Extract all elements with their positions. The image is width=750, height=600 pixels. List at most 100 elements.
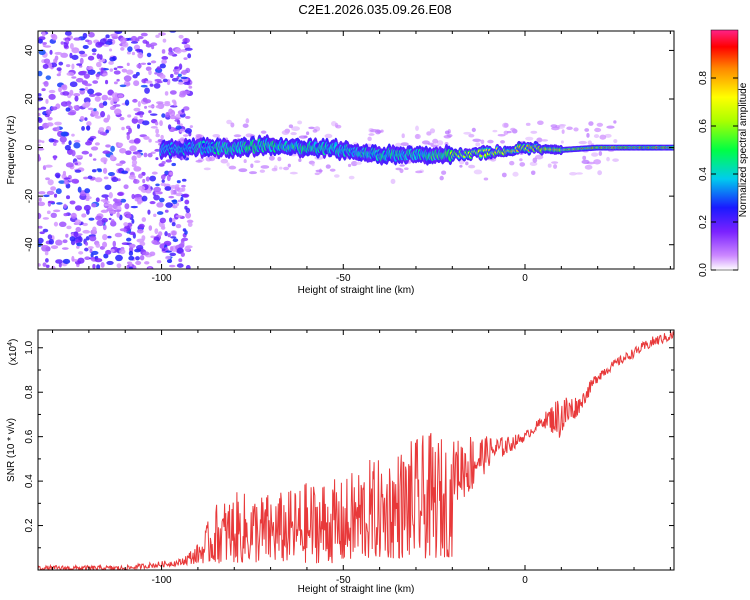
spectrogram-cell	[50, 212, 57, 219]
spectrogram-cell	[69, 236, 76, 242]
spectrogram-cell	[125, 167, 130, 172]
spectrogram-cell	[335, 124, 342, 129]
spectrogram-cell	[254, 160, 261, 163]
spectrogram-cell	[228, 165, 237, 170]
spectrogram-cell	[181, 186, 186, 192]
chart-title: C2E1.2026.035.09.26.E08	[298, 2, 452, 17]
colorbar-tick-label: 0.2	[698, 215, 709, 229]
spectrogram-cell	[128, 255, 135, 261]
spectrogram-cell	[46, 122, 54, 127]
spectrogram-cell	[124, 203, 130, 210]
spectrogram-cell	[153, 83, 161, 89]
spectrogram-cell	[102, 234, 108, 241]
spectrogram-cell	[84, 188, 91, 194]
spectrogram-cell	[38, 147, 45, 151]
spectrogram-cell	[71, 76, 77, 79]
spectrogram-cell	[150, 235, 155, 239]
spectrogram-cell	[163, 102, 171, 107]
spectrogram-cell	[64, 144, 71, 151]
spectrogram-cell	[155, 128, 160, 135]
spectrogram-cell	[109, 154, 115, 161]
spectrogram-cell	[105, 79, 109, 85]
spectrogram-cell	[430, 144, 439, 148]
spectrogram-cell	[502, 122, 509, 128]
spectrogram-cell	[584, 128, 590, 132]
spectrogram-cell	[130, 205, 138, 209]
snr-x-ticks: -100 -50 0	[52, 330, 671, 586]
spectrogram-cell	[82, 32, 88, 39]
spectrogram-cell	[104, 203, 110, 207]
spectrogram-cell	[91, 48, 97, 53]
spectrogram-cell	[351, 160, 358, 167]
spectrogram-cell	[187, 53, 192, 59]
spectrogram-cell	[106, 260, 114, 265]
spectrogram-cell	[298, 135, 308, 139]
spectrogram-cell	[100, 67, 104, 74]
spectrogram-cell	[66, 225, 72, 230]
spectrogram-cell	[290, 132, 297, 136]
spectrogram-cell	[68, 140, 72, 146]
spectrogram-cell	[64, 177, 71, 180]
spectrogram-cell	[60, 101, 69, 107]
spectrogram-cell	[116, 78, 120, 82]
spectrogram-cell	[180, 252, 185, 257]
spectrogram-cell	[184, 246, 191, 252]
spectrogram-cell	[63, 203, 67, 209]
spectrogram-cell	[132, 179, 140, 184]
spectrogram-cell	[126, 69, 134, 75]
spectrogram-cell	[52, 142, 57, 146]
snr-frame	[37, 329, 675, 571]
spectrogram-cell	[404, 167, 409, 170]
spectrogram-cell	[105, 34, 110, 39]
spectrogram-cell	[120, 46, 125, 51]
spectrogram-cell	[131, 155, 137, 162]
spectrogram-cell	[147, 62, 152, 65]
spectrogram-cell	[71, 178, 80, 184]
spectrogram-cell	[47, 234, 53, 240]
y-tick-label: 0.8	[24, 385, 35, 399]
spectrogram-cell	[79, 57, 84, 65]
spectrogram-cell	[281, 130, 290, 135]
spectrogram-cell	[561, 129, 565, 134]
spectrogram-cell	[183, 57, 188, 60]
spectrogram-cell	[58, 180, 66, 184]
spectrogram-cell	[136, 153, 142, 159]
spectrogram-cell	[100, 111, 106, 118]
spectrogram-cell	[151, 45, 155, 50]
spectrogram-cell	[587, 140, 592, 145]
spectrogram-cell	[154, 72, 158, 75]
spectrogram-cell	[38, 212, 42, 220]
spectrogram-cell	[128, 127, 132, 134]
spectrogram-cell	[48, 238, 54, 245]
spectrogram-cell	[56, 67, 62, 72]
spectrogram-cell	[170, 73, 174, 79]
spectrogram-cell	[115, 163, 123, 167]
spectrogram-cell	[71, 47, 80, 54]
spectrogram-cell	[161, 223, 165, 229]
spectrogram-cell	[69, 42, 74, 50]
spectrogram-cell	[108, 217, 112, 221]
spectrogram-cell	[154, 228, 159, 235]
spectrogram-cell	[77, 186, 82, 193]
spectrogram-cell	[63, 42, 69, 49]
spectrogram-cell	[176, 247, 184, 254]
spectrogram-cell	[103, 44, 110, 47]
spectrogram-cell	[101, 217, 108, 223]
spectrogram-cell	[58, 262, 62, 268]
spectrogram-cell	[288, 124, 294, 129]
snr-series-line	[38, 331, 674, 570]
spectrogram-cell	[101, 209, 107, 213]
spectrogram-cell	[171, 230, 177, 236]
spectrogram-cell	[297, 120, 303, 125]
spectrogram-cell	[136, 228, 144, 234]
spectrogram-x-ticks: -100 -50 0	[52, 31, 671, 284]
spectrogram-cell	[260, 165, 270, 169]
spectrogram-cell	[92, 226, 97, 233]
spectrogram-cell	[142, 251, 150, 256]
spectrogram-cell	[88, 32, 95, 38]
spectrogram-cell	[159, 120, 163, 127]
spectrogram-cell	[38, 139, 43, 143]
spectrogram-cell	[472, 138, 482, 143]
spectrogram-y-label: Frequency (Hz)	[6, 116, 17, 185]
spectrogram-cell	[123, 75, 132, 82]
